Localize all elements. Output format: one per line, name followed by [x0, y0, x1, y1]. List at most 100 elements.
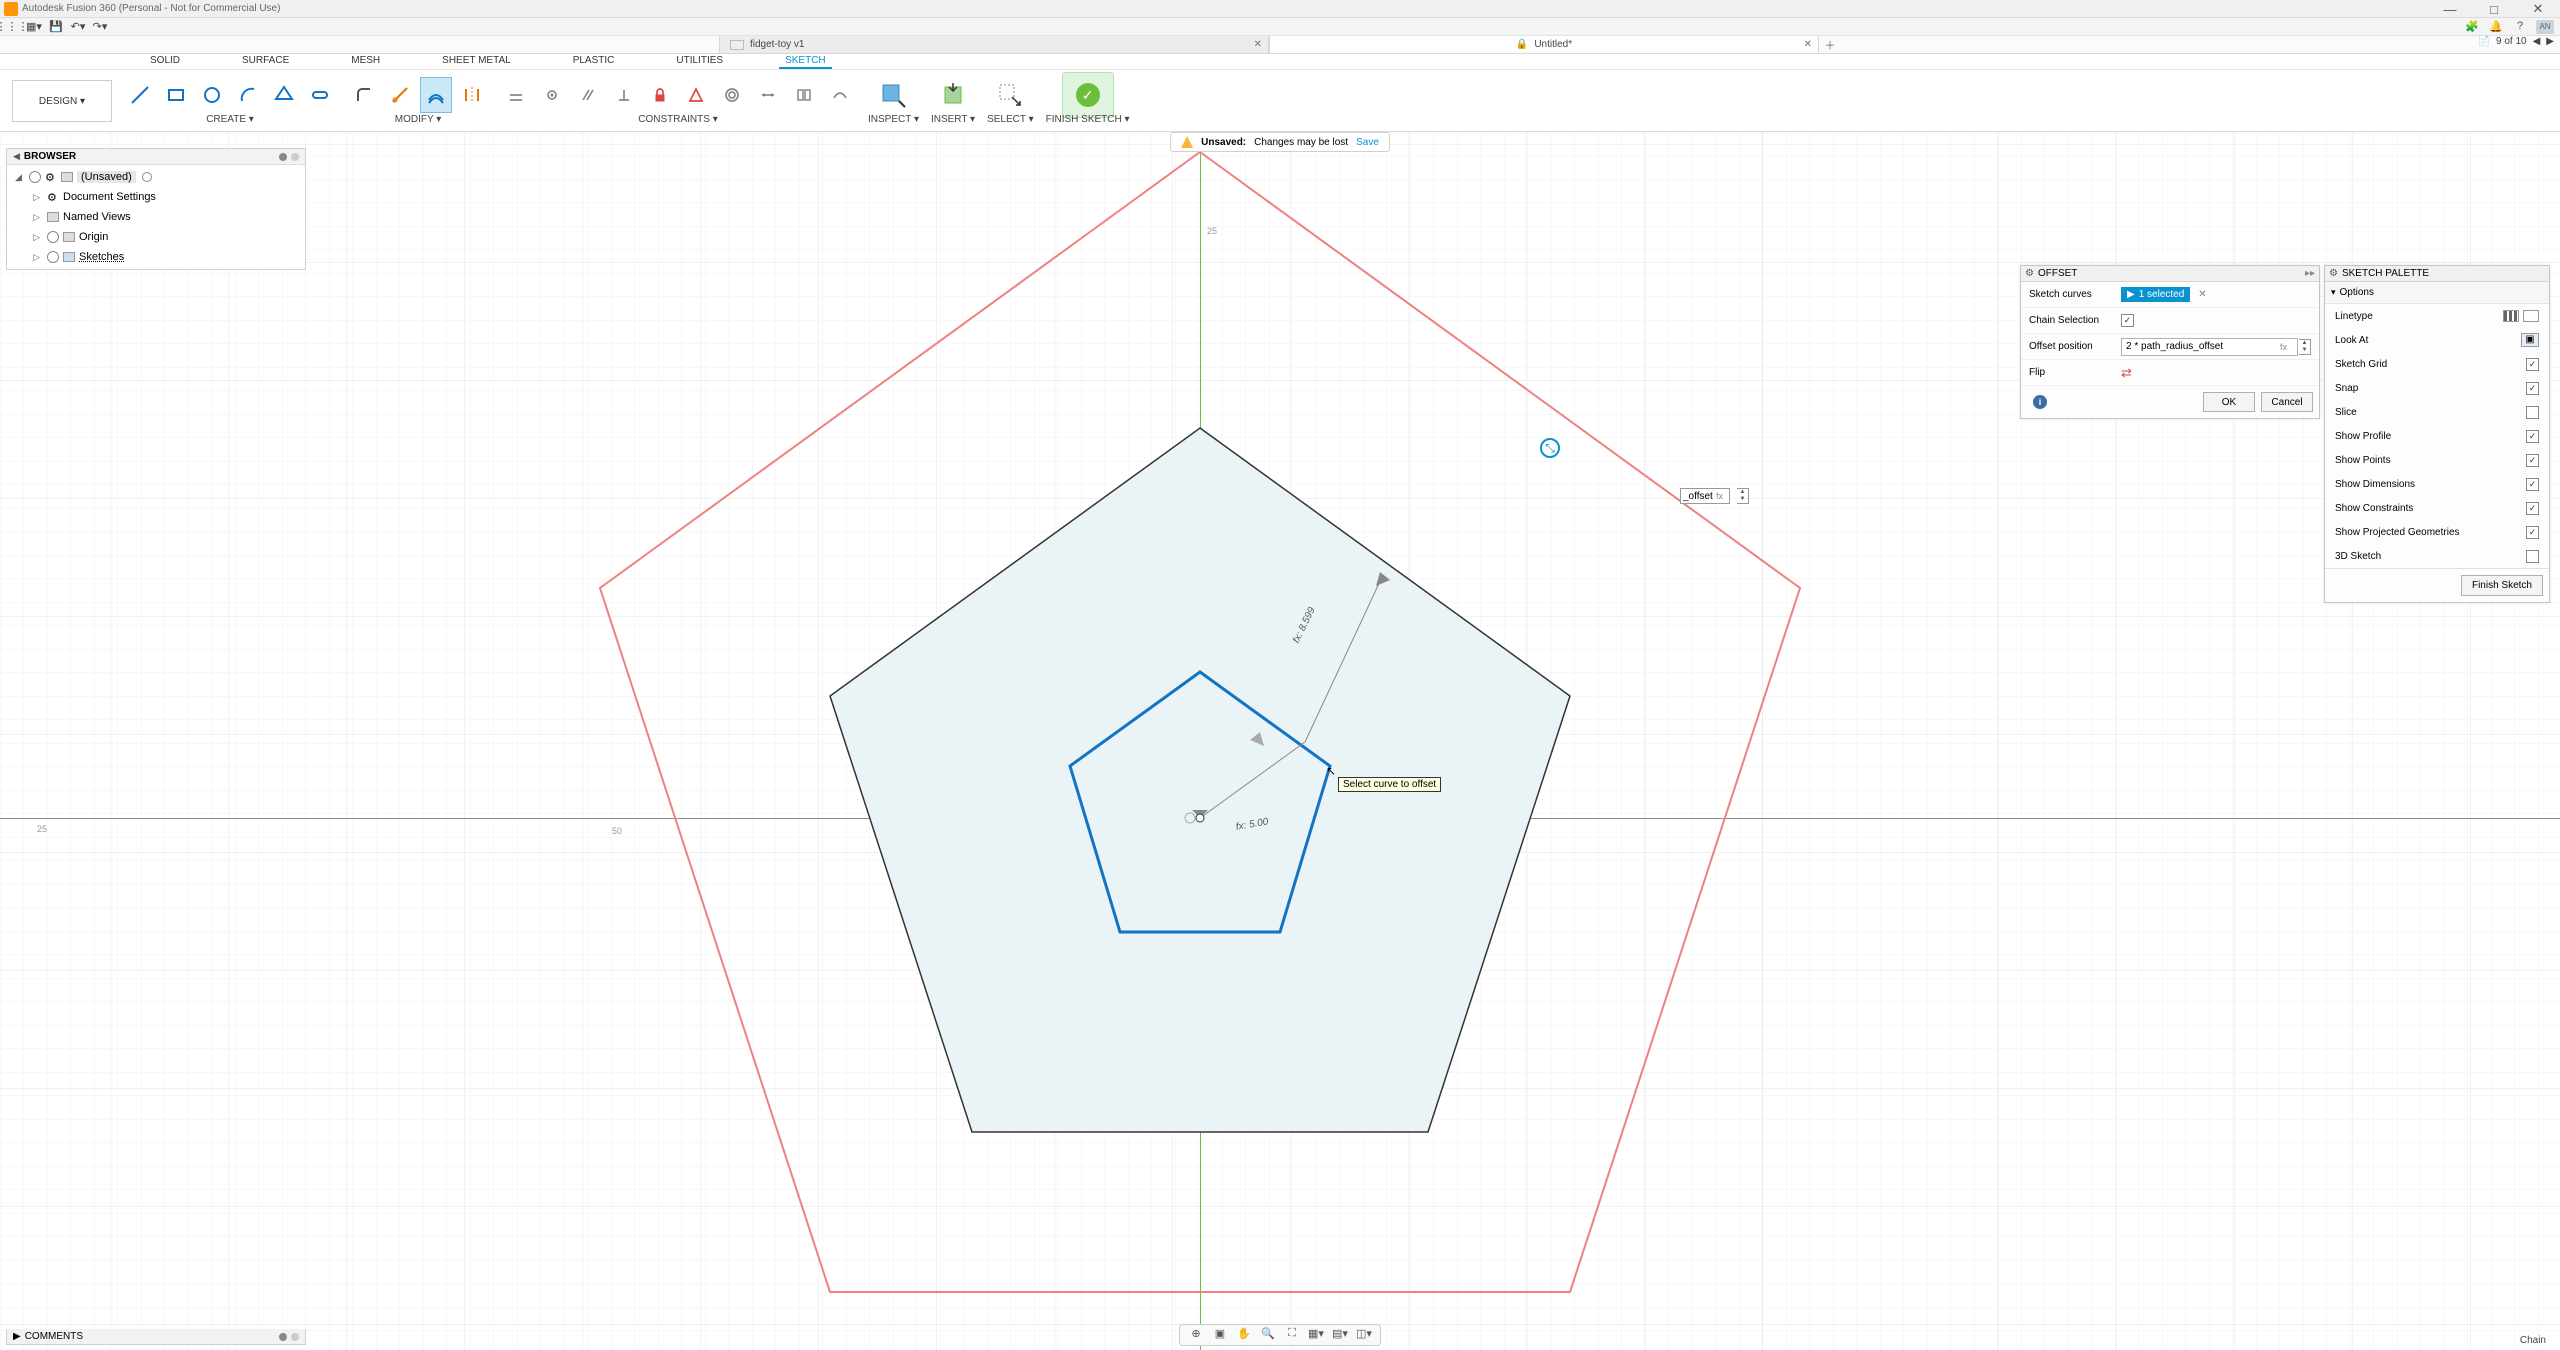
slice-checkbox[interactable]	[2526, 406, 2539, 419]
tool-select[interactable]	[994, 77, 1026, 113]
ok-button[interactable]: OK	[2203, 392, 2255, 412]
undo-icon[interactable]: ↶▾	[70, 20, 86, 34]
con-coincident[interactable]	[536, 77, 568, 113]
tool-fillet[interactable]	[348, 77, 380, 113]
notif-icon[interactable]: 🔔	[2488, 20, 2504, 34]
nav-lookat-icon[interactable]: ▣	[1210, 1327, 1230, 1343]
finish-sketch-button[interactable]: ✓	[1062, 72, 1114, 118]
tool-insert[interactable]	[937, 77, 969, 113]
design-dropdown[interactable]: DESIGN ▾	[12, 80, 112, 122]
spin-up[interactable]: ▲	[2299, 340, 2310, 347]
offset-header[interactable]: ⚙ OFFSET ▸▸	[2021, 266, 2319, 282]
projected-checkbox[interactable]: ✓	[2526, 526, 2539, 539]
comments-bar[interactable]: ▶ COMMENTS	[6, 1329, 306, 1345]
tree-item[interactable]: ▷ Sketches	[7, 247, 305, 267]
points-checkbox[interactable]: ✓	[2526, 454, 2539, 467]
con-collinear[interactable]	[752, 77, 784, 113]
tool-polygon[interactable]	[268, 77, 300, 113]
nav-display-icon[interactable]: ▦▾	[1306, 1327, 1326, 1343]
nav-pan-icon[interactable]: ✋	[1234, 1327, 1254, 1343]
maximize-button[interactable]: □	[2472, 0, 2516, 18]
snap-checkbox[interactable]: ✓	[2526, 382, 2539, 395]
finish-sketch-palette-button[interactable]: Finish Sketch	[2461, 575, 2543, 596]
spin-down[interactable]: ▼	[2299, 347, 2310, 354]
save-link[interactable]: Save	[1356, 137, 1379, 148]
redo-icon[interactable]: ↷▾	[92, 20, 108, 34]
tool-arc[interactable]	[232, 77, 264, 113]
tool-mirror[interactable]	[456, 77, 488, 113]
cancel-button[interactable]: Cancel	[2261, 392, 2313, 412]
avatar[interactable]: AN	[2536, 20, 2554, 34]
spin-up[interactable]: ▲	[1737, 489, 1748, 496]
file-menu[interactable]: ▦▾	[26, 20, 42, 34]
info-icon[interactable]: i	[2033, 395, 2047, 409]
close-icon[interactable]: ✕	[1804, 39, 1812, 50]
con-parallel[interactable]	[572, 77, 604, 113]
options-section[interactable]: Options	[2325, 282, 2549, 304]
tree-item[interactable]: ▷ Named Views	[7, 207, 305, 227]
spin-down[interactable]: ▼	[1737, 496, 1748, 503]
close-button[interactable]: ✕	[2516, 0, 2560, 18]
close-icon[interactable]: ✕	[1254, 39, 1262, 50]
help-icon[interactable]: ?	[2512, 20, 2528, 34]
tool-circle[interactable]	[196, 77, 228, 113]
tree-root[interactable]: ◢ ⚙ (Unsaved)	[7, 167, 305, 187]
insert-label[interactable]: INSERT ▾	[931, 114, 975, 125]
file-tab-2[interactable]: 🔒 Untitled* ✕	[1269, 36, 1819, 53]
nav-viewport-icon[interactable]: ◫▾	[1354, 1327, 1374, 1343]
linetype-b[interactable]	[2523, 310, 2539, 322]
tab-solid[interactable]: SOLID	[144, 55, 186, 69]
tab-sheetmetal[interactable]: SHEET METAL	[436, 55, 517, 69]
linetype-a[interactable]	[2503, 310, 2519, 322]
tool-line[interactable]	[124, 77, 156, 113]
new-tab-button[interactable]: ＋	[1819, 36, 1841, 53]
minimize-button[interactable]: —	[2428, 0, 2472, 18]
tab-plastic[interactable]: PLASTIC	[567, 55, 621, 69]
con-midpoint[interactable]	[680, 77, 712, 113]
tab-surface[interactable]: SURFACE	[236, 55, 295, 69]
nav-orbit-icon[interactable]: ⊕	[1186, 1327, 1206, 1343]
tool-inspect[interactable]	[877, 77, 909, 113]
grid-checkbox[interactable]: ✓	[2526, 358, 2539, 371]
modify-label[interactable]: MODIFY ▾	[395, 114, 442, 125]
save-icon[interactable]: 💾	[48, 20, 64, 34]
nav-fit-icon[interactable]: ⛶	[1282, 1327, 1302, 1343]
extension-icon[interactable]: 🧩	[2464, 20, 2480, 34]
docnav-next[interactable]: ▶	[2546, 36, 2554, 47]
con-symmetry[interactable]	[788, 77, 820, 113]
nav-zoom-icon[interactable]: 🔍	[1258, 1327, 1278, 1343]
con-concentric[interactable]	[716, 77, 748, 113]
tool-slot[interactable]	[304, 77, 336, 113]
offset-float-input[interactable]: fx ▲▼	[1680, 488, 1749, 504]
view-toolbar[interactable]: ⊕ ▣ ✋ 🔍 ⛶ ▦▾ ▤▾ ◫▾	[1179, 1324, 1381, 1346]
lookat-button[interactable]: ▣	[2521, 333, 2539, 347]
chain-checkbox[interactable]: ✓	[2121, 314, 2134, 327]
con-perp[interactable]	[608, 77, 640, 113]
apps-icon[interactable]: ⋮⋮⋮	[4, 20, 20, 34]
tab-sketch[interactable]: SKETCH	[779, 55, 832, 69]
tool-rectangle[interactable]	[160, 77, 192, 113]
con-horiz[interactable]	[500, 77, 532, 113]
tree-item[interactable]: ▷ Origin	[7, 227, 305, 247]
tab-utilities[interactable]: UTILITIES	[670, 55, 729, 69]
docnav-prev[interactable]: ◀	[2533, 36, 2541, 47]
select-label[interactable]: SELECT ▾	[987, 114, 1034, 125]
con-curvature[interactable]	[824, 77, 856, 113]
file-tab-1[interactable]: fidget-toy v1 ✕	[719, 36, 1269, 53]
tool-offset[interactable]	[420, 77, 452, 113]
finish-label[interactable]: FINISH SKETCH ▾	[1046, 114, 1130, 125]
pentagon-middle[interactable]	[830, 428, 1570, 1132]
nav-grid-icon[interactable]: ▤▾	[1330, 1327, 1350, 1343]
dims-checkbox[interactable]: ✓	[2526, 478, 2539, 491]
constraints-label[interactable]: CONSTRAINTS ▾	[638, 114, 717, 125]
selection-badge[interactable]: ▶ 1 selected	[2121, 287, 2190, 302]
inspect-label[interactable]: INSPECT ▾	[868, 114, 919, 125]
con-lock[interactable]	[644, 77, 676, 113]
offset-position-input[interactable]	[2121, 338, 2298, 356]
profile-checkbox[interactable]: ✓	[2526, 430, 2539, 443]
panel-dock-icon[interactable]: ▸▸	[2305, 268, 2315, 279]
create-label[interactable]: CREATE ▾	[206, 114, 254, 125]
constraints-checkbox[interactable]: ✓	[2526, 502, 2539, 515]
collapse-icon[interactable]: ◀	[13, 151, 20, 162]
tool-trim[interactable]	[384, 77, 416, 113]
